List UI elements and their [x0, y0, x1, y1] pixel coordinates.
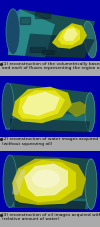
Polygon shape — [8, 155, 93, 209]
Polygon shape — [16, 160, 76, 202]
Text: (2) reconstruction of water images acquired with pressurization
(without squeezi: (2) reconstruction of water images acqui… — [2, 137, 100, 146]
Text: (1) reconstruction of the volumetrically based three-fluid-fluxes
and each of fl: (1) reconstruction of the volumetrically… — [2, 62, 100, 70]
Bar — [42, 50, 54, 54]
Polygon shape — [8, 195, 88, 209]
Polygon shape — [18, 90, 65, 120]
Polygon shape — [24, 163, 68, 196]
Polygon shape — [25, 34, 95, 59]
Ellipse shape — [6, 9, 20, 54]
Ellipse shape — [85, 93, 95, 132]
Polygon shape — [5, 111, 88, 132]
Polygon shape — [12, 159, 86, 205]
Polygon shape — [8, 9, 55, 57]
Bar — [30, 47, 45, 52]
Polygon shape — [58, 26, 80, 45]
Ellipse shape — [85, 159, 97, 210]
Polygon shape — [8, 9, 95, 58]
Text: (3) reconstruction of oil images acquired with pressurization
(relative amount o: (3) reconstruction of oil images acquire… — [2, 213, 100, 222]
Polygon shape — [14, 199, 86, 210]
Polygon shape — [12, 168, 26, 195]
Ellipse shape — [3, 155, 17, 207]
Polygon shape — [52, 23, 87, 49]
Ellipse shape — [32, 170, 60, 188]
Polygon shape — [12, 87, 72, 123]
Bar — [35, 12, 50, 18]
Ellipse shape — [84, 21, 96, 58]
Polygon shape — [63, 28, 78, 41]
Polygon shape — [5, 83, 92, 132]
Ellipse shape — [2, 83, 14, 129]
Bar — [20, 17, 30, 24]
Polygon shape — [22, 91, 60, 116]
Polygon shape — [10, 118, 90, 134]
Polygon shape — [68, 101, 86, 117]
